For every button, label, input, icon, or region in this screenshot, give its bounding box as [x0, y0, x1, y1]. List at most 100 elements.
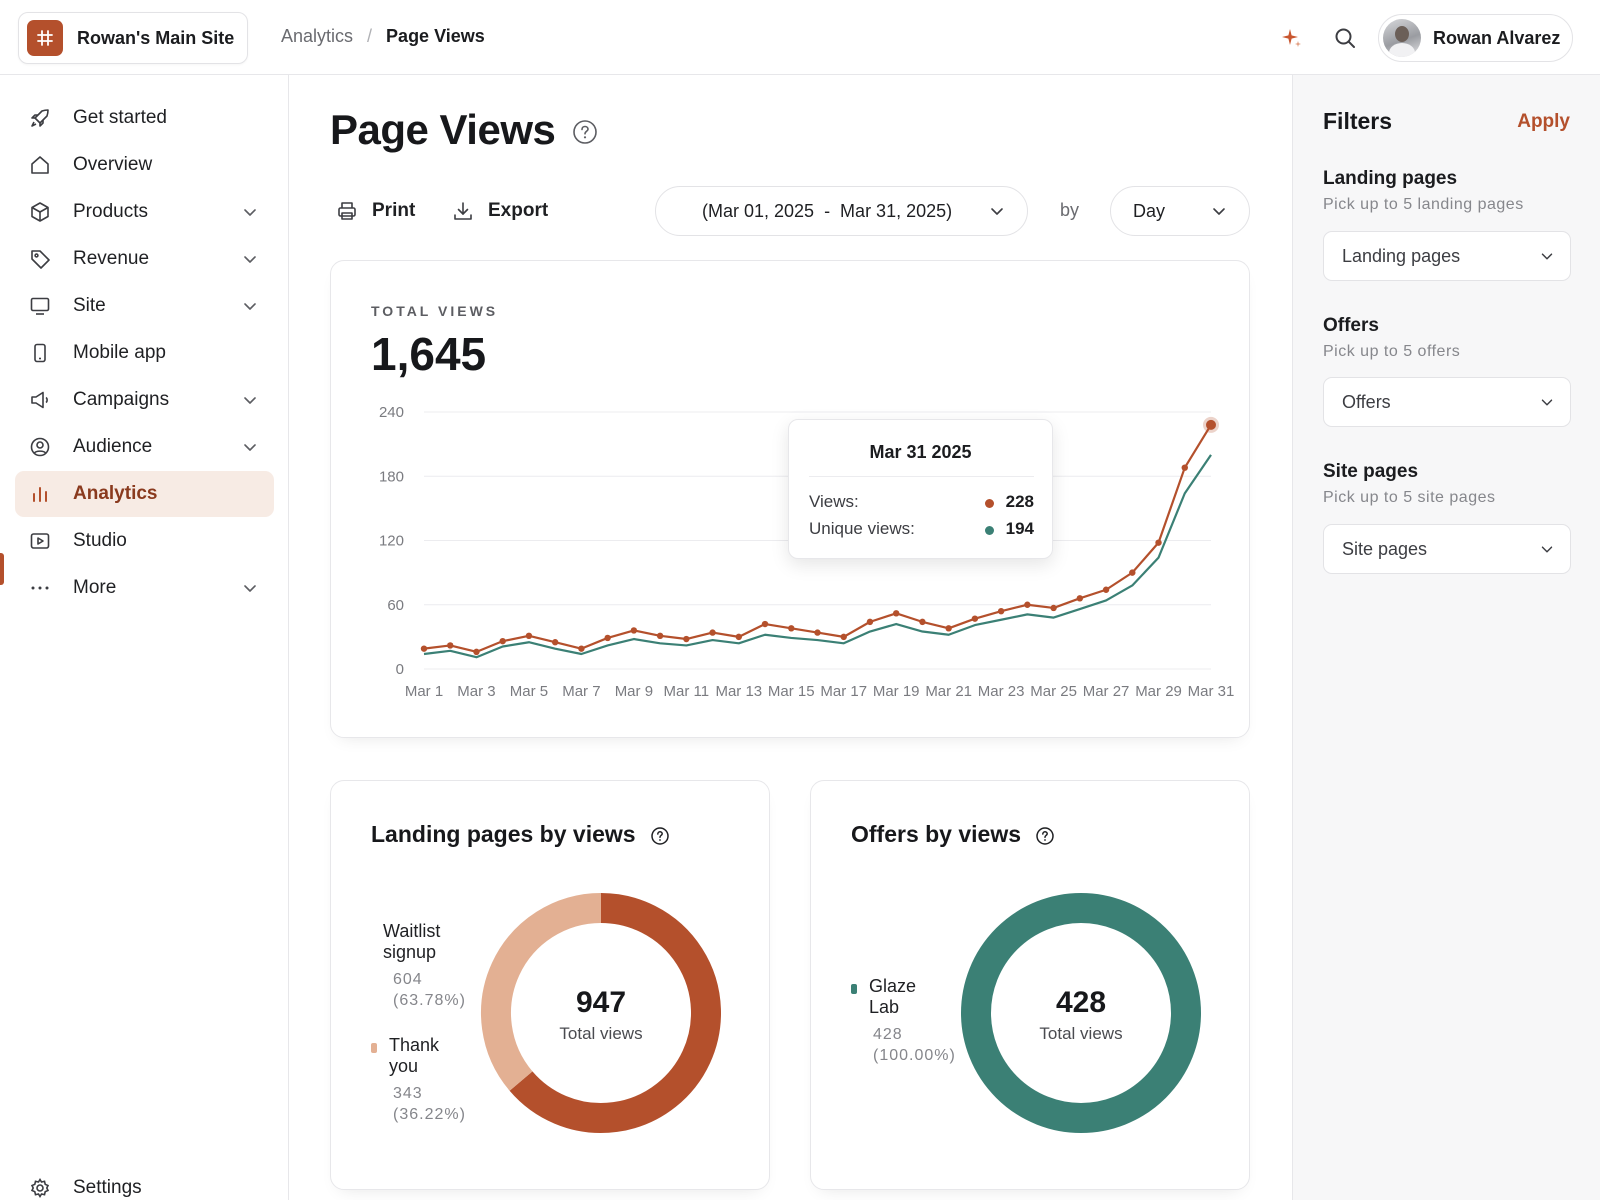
legend-name: signup: [383, 942, 437, 962]
chevron-down-icon: [1209, 201, 1229, 221]
legend-item: Thank you 343 (36.22%): [371, 1035, 466, 1125]
legend-name: you: [389, 1056, 419, 1076]
play-square-icon: [29, 530, 51, 552]
search-icon[interactable]: [1333, 26, 1357, 50]
donut-slice[interactable]: [509, 893, 721, 1133]
data-point: [971, 615, 979, 622]
data-point: [525, 632, 533, 640]
sidebar-item-revenue[interactable]: Revenue: [15, 236, 274, 282]
sparkle-icon[interactable]: [1280, 26, 1304, 50]
y-tick-label: 240: [379, 404, 404, 421]
chevron-down-icon: [240, 296, 260, 316]
data-point: [866, 618, 874, 626]
series-line-unique-views: [423, 454, 1212, 659]
y-tick-label: 180: [379, 468, 404, 485]
sidebar-item-get-started[interactable]: Get started: [15, 95, 274, 141]
sidebar-item-label: Settings: [73, 1177, 142, 1198]
landing-donut-chart[interactable]: [331, 781, 771, 1191]
data-point: [1181, 464, 1188, 471]
sidebar-item-label: Site: [73, 295, 106, 316]
print-button[interactable]: Print: [336, 196, 415, 226]
data-point: [735, 633, 742, 641]
breadcrumb: Analytics / Page Views: [281, 26, 485, 47]
breadcrumb-separator: /: [367, 26, 373, 46]
filter-group-title: Landing pages: [1323, 168, 1458, 189]
ellipsis-icon: [29, 577, 51, 599]
printer-icon: [336, 200, 358, 222]
data-point: [1102, 586, 1110, 593]
sidebar-item-mobile-app[interactable]: Mobile app: [15, 330, 274, 376]
sidebar-item-campaigns[interactable]: Campaigns: [15, 377, 274, 423]
data-point: [709, 629, 716, 636]
x-tick-label: Mar 7: [562, 683, 600, 700]
help-icon[interactable]: [1035, 825, 1055, 845]
data-point: [1050, 604, 1057, 612]
data-point: [893, 610, 900, 617]
sidebar-item-label: Revenue: [73, 248, 150, 269]
select-placeholder: Site pages: [1342, 538, 1428, 559]
sidebar-item-products[interactable]: Products: [15, 189, 274, 235]
data-point: [945, 625, 952, 632]
sidebar-item-label: More: [73, 577, 117, 598]
data-point: [1024, 601, 1031, 608]
donut-slice[interactable]: [481, 893, 602, 1091]
views-line-chart[interactable]: 0 60 120 180 240 Mar 1 Mar 3 Mar 5 Mar 7 Mar 9 Mar…: [331, 261, 1251, 739]
help-icon[interactable]: [572, 119, 598, 145]
legend-item: Glaze Lab 428 (100.00%): [851, 976, 956, 1066]
x-tick-label: Mar 21: [925, 683, 972, 700]
sidebar-item-label: Campaigns: [73, 389, 170, 410]
landing-pages-select[interactable]: Landing pages: [1323, 231, 1571, 281]
sidebar-item-label: Get started: [73, 107, 167, 128]
chevron-down-icon: [987, 201, 1007, 221]
x-tick-label: Mar 25: [1030, 683, 1077, 700]
breadcrumb-analytics[interactable]: Analytics: [281, 26, 354, 46]
top-bar: Rowan's Main Site Analytics / Page Views…: [0, 0, 1600, 75]
landing-card-title: Landing pages by views: [371, 821, 670, 848]
data-point: [919, 618, 926, 626]
sidebar-item-overview[interactable]: Overview: [15, 142, 274, 188]
monitor-icon: [29, 295, 51, 317]
donut-total: 428: [1055, 986, 1107, 1019]
unique-dot: [985, 526, 994, 535]
user-circle-icon: [29, 436, 51, 458]
select-placeholder: Landing pages: [1342, 245, 1461, 266]
filter-group-title: Site pages: [1323, 461, 1419, 482]
date-range-picker[interactable]: (Mar 01, 2025 - Mar 31, 2025): [655, 186, 1028, 236]
filter-group-title: Offers: [1323, 315, 1379, 336]
total-views-value: 1,645: [371, 328, 487, 380]
apply-button[interactable]: Apply: [1517, 111, 1570, 132]
chevron-down-icon: [240, 578, 260, 598]
x-tick-label: Mar 3: [457, 683, 495, 700]
legend-name: Thank: [389, 1035, 440, 1055]
data-point: [578, 645, 585, 652]
sidebar-item-more[interactable]: More: [15, 565, 274, 611]
donut-slice[interactable]: [961, 893, 1201, 1133]
views-dot: [985, 499, 994, 508]
sidebar-item-label: Analytics: [73, 483, 158, 504]
tooltip-unique-label: Unique views:: [809, 519, 915, 538]
tooltip-title: Mar 31 2025: [869, 442, 972, 462]
sidebar-item-site[interactable]: Site: [15, 283, 274, 329]
help-icon[interactable]: [650, 825, 670, 845]
export-button[interactable]: Export: [452, 196, 548, 226]
data-point: [788, 625, 795, 632]
site-pages-select[interactable]: Site pages: [1323, 524, 1571, 574]
site-switcher[interactable]: Rowan's Main Site: [18, 12, 248, 64]
user-menu[interactable]: Rowan Alvarez: [1378, 14, 1573, 62]
chevron-down-icon: [1538, 393, 1556, 411]
offers-select[interactable]: Offers: [1323, 377, 1571, 427]
granularity-select[interactable]: Day: [1110, 186, 1250, 236]
tag-icon: [29, 248, 51, 270]
donut-caption: Total views: [1039, 1024, 1123, 1043]
sidebar-item-audience[interactable]: Audience: [15, 424, 274, 470]
sidebar-item-studio[interactable]: Studio: [15, 518, 274, 564]
sidebar-item-settings[interactable]: Settings: [15, 1165, 274, 1200]
tooltip-row-views: Views: 228: [809, 492, 1034, 514]
sidebar-item-analytics[interactable]: Analytics: [15, 471, 274, 517]
x-tick-label: Mar 11: [664, 683, 710, 700]
megaphone-icon: [29, 389, 51, 411]
offers-donut-chart[interactable]: [811, 781, 1251, 1191]
bar-chart-icon: [29, 483, 51, 505]
data-point: [761, 620, 769, 628]
tooltip-divider: [809, 476, 1034, 477]
